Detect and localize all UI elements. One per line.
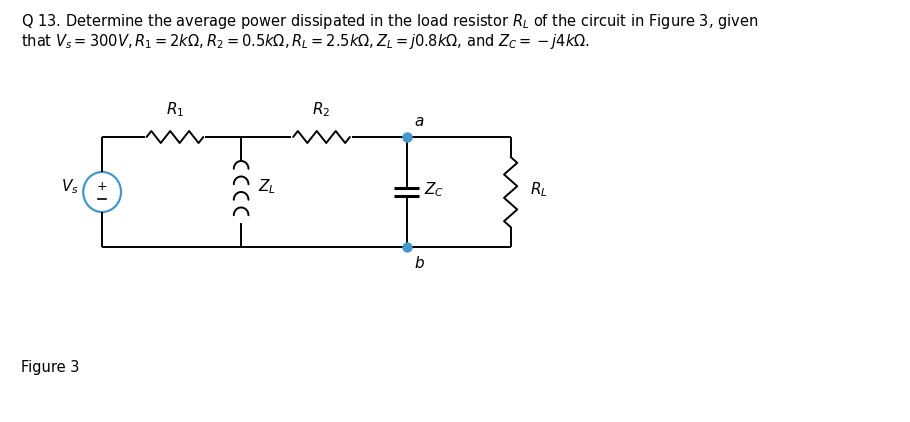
Text: +: + <box>96 179 107 192</box>
Text: that $V_s = 300V, R_1 = 2k\Omega, R_2 = 0.5k\Omega, R_L = 2.5k\Omega, Z_L = j0.8: that $V_s = 300V, R_1 = 2k\Omega, R_2 = … <box>21 32 590 51</box>
Text: $V_s$: $V_s$ <box>61 178 79 196</box>
Text: $R_1$: $R_1$ <box>166 100 184 119</box>
Text: $a$: $a$ <box>414 114 425 129</box>
Text: Figure 3: Figure 3 <box>21 360 79 375</box>
Text: $Z_C$: $Z_C$ <box>424 181 444 199</box>
Text: $R_L$: $R_L$ <box>530 181 548 199</box>
Text: $Z_L$: $Z_L$ <box>258 178 277 196</box>
Text: Q 13. Determine the average power dissipated in the load resistor $R_L$ of the c: Q 13. Determine the average power dissip… <box>21 12 759 31</box>
Text: $R_2$: $R_2$ <box>312 100 330 119</box>
Text: $b$: $b$ <box>414 255 425 271</box>
